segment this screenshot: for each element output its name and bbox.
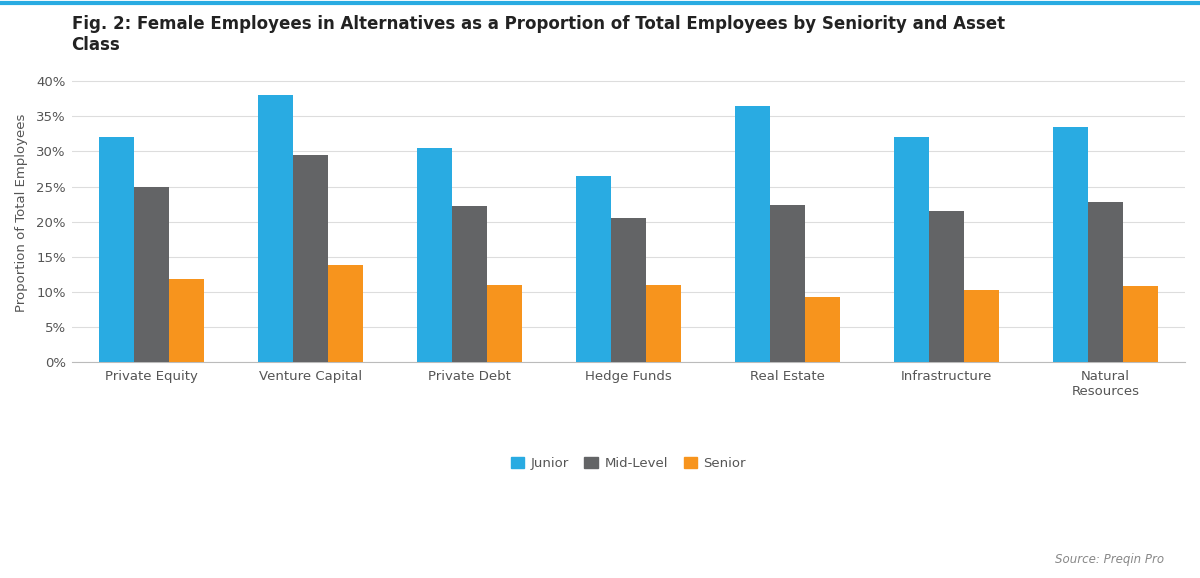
Bar: [1052, 127, 1088, 362]
Bar: [894, 138, 929, 362]
Bar: [805, 297, 840, 362]
Bar: [611, 218, 646, 362]
Bar: [328, 265, 362, 362]
Text: Source: Preqin Pro: Source: Preqin Pro: [1055, 554, 1164, 566]
Bar: [451, 206, 487, 362]
Bar: [964, 290, 998, 362]
Bar: [1088, 202, 1123, 362]
Bar: [133, 187, 168, 362]
Text: Fig. 2: Female Employees in Alternatives as a Proportion of Total Employees by S: Fig. 2: Female Employees in Alternatives…: [72, 15, 1004, 54]
Bar: [576, 176, 611, 362]
Legend: Junior, Mid-Level, Senior: Junior, Mid-Level, Senior: [505, 452, 751, 476]
Bar: [1123, 286, 1158, 362]
Bar: [293, 155, 328, 362]
Bar: [487, 285, 522, 362]
Bar: [770, 205, 805, 362]
Bar: [646, 285, 680, 362]
Bar: [98, 138, 133, 362]
Bar: [416, 148, 451, 362]
Bar: [734, 106, 770, 362]
Y-axis label: Proportion of Total Employees: Proportion of Total Employees: [14, 114, 28, 312]
Bar: [168, 279, 204, 362]
Bar: [929, 211, 964, 362]
Bar: [258, 95, 293, 362]
